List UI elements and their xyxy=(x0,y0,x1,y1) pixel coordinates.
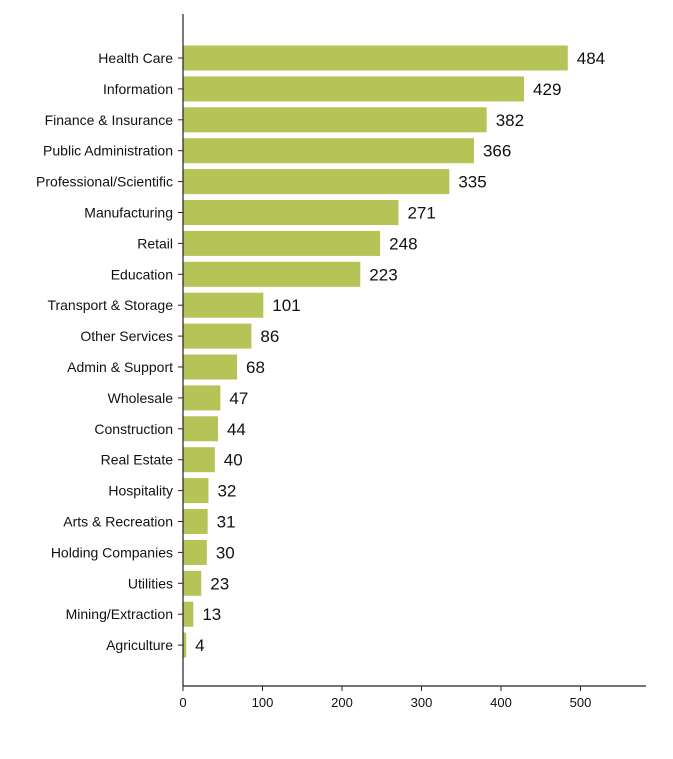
category-label-manufacturing: Manufacturing xyxy=(84,205,173,221)
value-label-public-administration: 366 xyxy=(483,142,511,161)
value-label-hospitality: 32 xyxy=(217,482,236,501)
bar-education xyxy=(183,261,361,287)
bar-transport-and-storage xyxy=(183,292,264,318)
value-label-transport-and-storage: 101 xyxy=(272,296,300,315)
value-label-mining-extraction: 13 xyxy=(202,605,221,624)
x-tick-label-400: 400 xyxy=(490,695,512,710)
category-label-mining-extraction: Mining/Extraction xyxy=(66,606,173,622)
value-label-utilities: 23 xyxy=(210,574,229,593)
category-label-construction: Construction xyxy=(94,421,173,437)
category-label-hospitality: Hospitality xyxy=(108,483,173,499)
category-label-retail: Retail xyxy=(137,235,173,251)
x-tick-label-0: 0 xyxy=(179,695,186,710)
bar-health-care xyxy=(183,45,568,71)
x-tick-label-200: 200 xyxy=(331,695,353,710)
x-tick-label-500: 500 xyxy=(570,695,592,710)
value-label-other-services: 86 xyxy=(260,327,279,346)
bar-admin-and-support xyxy=(183,354,238,380)
value-label-education: 223 xyxy=(369,265,397,284)
category-label-transport-and-storage: Transport & Storage xyxy=(47,297,173,313)
value-label-professional-scientific: 335 xyxy=(458,173,486,192)
bar-retail xyxy=(183,230,381,256)
value-label-admin-and-support: 68 xyxy=(246,358,265,377)
bar-construction xyxy=(183,416,218,442)
axes-layer: 0 100 200 300 400 500 xyxy=(178,14,646,710)
value-label-finance-and-insurance: 382 xyxy=(496,111,524,130)
bar-wholesale xyxy=(183,385,221,411)
category-label-wholesale: Wholesale xyxy=(108,390,174,406)
category-label-holding-companies: Holding Companies xyxy=(51,544,173,560)
bar-hospitality xyxy=(183,478,209,504)
bar-professional-scientific xyxy=(183,169,450,195)
value-label-wholesale: 47 xyxy=(229,389,248,408)
x-tick-label-100: 100 xyxy=(252,695,274,710)
category-label-finance-and-insurance: Finance & Insurance xyxy=(45,112,174,128)
labels-layer: Health Care 484 Information 429 Finance & In… xyxy=(36,49,605,655)
bar-holding-companies xyxy=(183,539,207,565)
bar-manufacturing xyxy=(183,200,399,225)
category-label-utilities: Utilities xyxy=(128,575,173,591)
bars-layer xyxy=(183,45,568,658)
value-label-holding-companies: 30 xyxy=(216,543,235,562)
bar-real-estate xyxy=(183,447,215,473)
category-label-education: Education xyxy=(111,266,173,282)
bar-other-services xyxy=(183,323,252,349)
category-label-arts-and-recreation: Arts & Recreation xyxy=(63,514,173,530)
bar-public-administration xyxy=(183,138,474,164)
value-label-information: 429 xyxy=(533,80,561,99)
category-label-information: Information xyxy=(103,81,173,97)
bar-information xyxy=(183,76,525,102)
category-label-real-estate: Real Estate xyxy=(101,452,174,468)
category-label-other-services: Other Services xyxy=(80,328,173,344)
bar-arts-and-recreation xyxy=(183,509,208,534)
value-label-arts-and-recreation: 31 xyxy=(217,513,236,532)
category-label-admin-and-support: Admin & Support xyxy=(67,359,173,375)
value-label-agriculture: 4 xyxy=(195,636,204,655)
bar-mining-extraction xyxy=(183,601,194,627)
category-label-professional-scientific: Professional/Scientific xyxy=(36,174,173,190)
value-label-real-estate: 40 xyxy=(224,451,243,470)
value-label-construction: 44 xyxy=(227,420,246,439)
bar-utilities xyxy=(183,570,202,596)
value-label-health-care: 484 xyxy=(577,49,605,68)
category-label-health-care: Health Care xyxy=(98,50,173,66)
bar-agriculture xyxy=(183,632,187,658)
category-label-public-administration: Public Administration xyxy=(43,143,173,159)
value-label-manufacturing: 271 xyxy=(407,204,435,223)
bar-finance-and-insurance xyxy=(183,107,487,133)
x-tick-label-300: 300 xyxy=(411,695,433,710)
value-label-retail: 248 xyxy=(389,234,417,253)
category-label-agriculture: Agriculture xyxy=(106,637,173,653)
